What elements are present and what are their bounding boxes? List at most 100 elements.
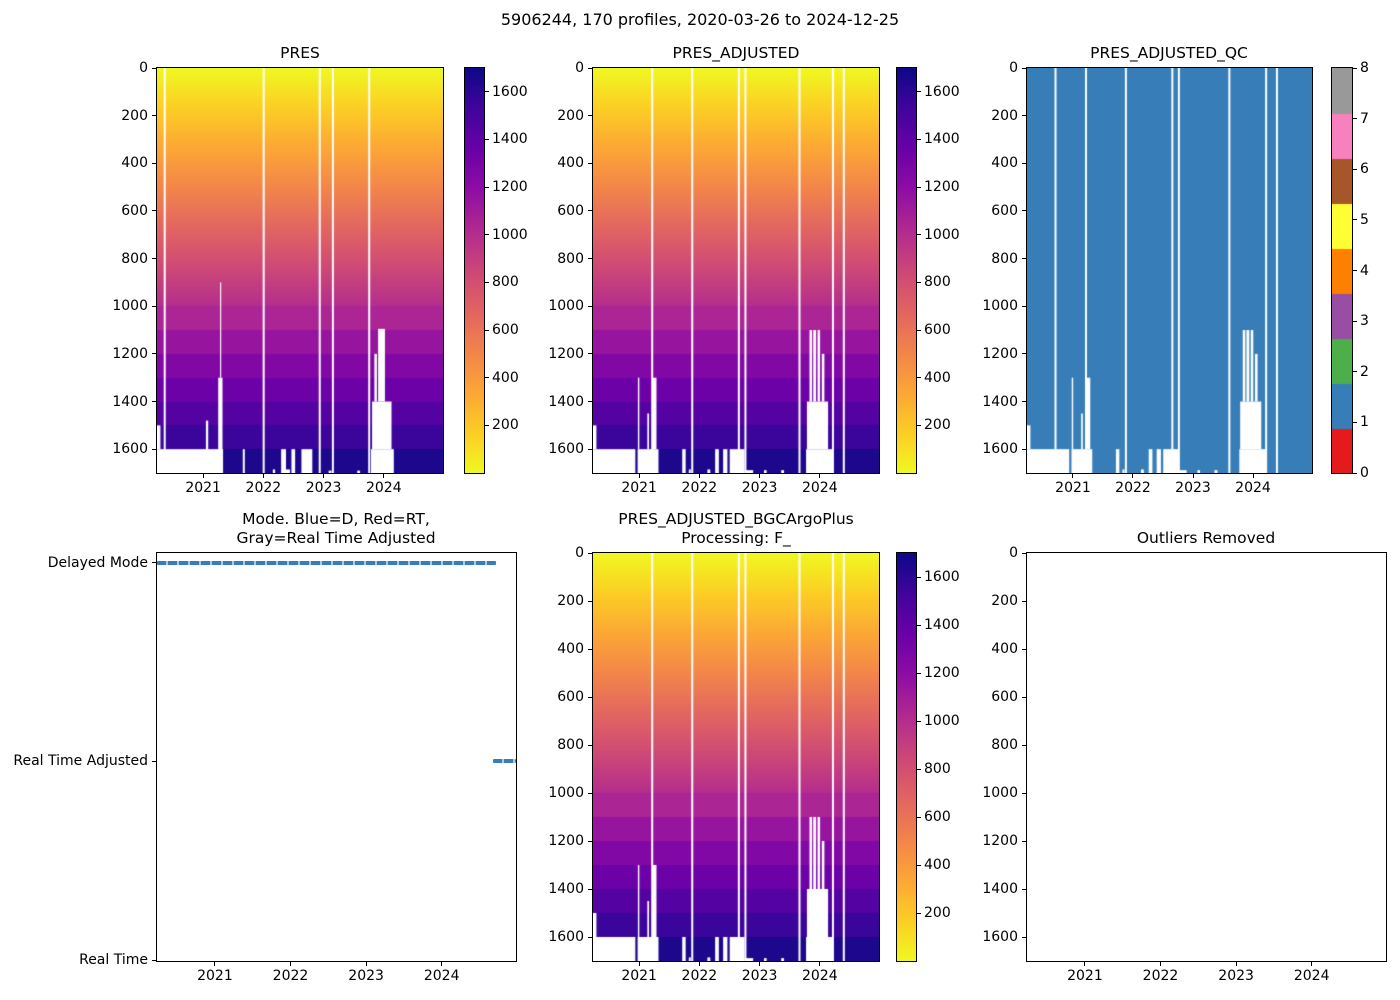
colorbar-qc [1331, 67, 1353, 474]
y-tick-label: 0 [575, 60, 584, 76]
y-tick-label: 1000 [548, 785, 584, 801]
y-tick-mark [152, 959, 156, 961]
y-tick-mark [588, 792, 592, 794]
x-tick-label: 2021 [1055, 480, 1091, 496]
x-tick-mark [1072, 474, 1074, 478]
figure-title: 5906244, 170 profiles, 2020-03-26 to 202… [500, 10, 900, 29]
colorbar-tick-mark [917, 138, 921, 140]
y-tick-mark [1022, 210, 1026, 212]
y-tick-mark [588, 648, 592, 650]
y-tick-mark [588, 888, 592, 890]
x-tick-mark [1311, 962, 1313, 966]
colorbar-tick-mark [485, 91, 489, 93]
colorbar-tick-mark [1353, 168, 1357, 170]
y-tick-mark [152, 760, 156, 762]
y-tick-label: 1600 [548, 441, 584, 458]
x-tick-label: 2024 [423, 968, 460, 984]
x-tick-label: 2022 [272, 968, 309, 984]
colorbar-tick-label: 1400 [924, 617, 960, 633]
y-tick-label: 1200 [548, 345, 584, 362]
colorbar-tick-label: 200 [924, 417, 951, 434]
colorbar-tick-mark [917, 864, 921, 866]
colorbar-tick-mark [1353, 67, 1357, 69]
colorbar-bgc-canvas [897, 553, 916, 961]
y-tick-mark [1022, 936, 1026, 938]
y-tick-mark [588, 448, 592, 450]
colorbar-tick-mark [917, 816, 921, 818]
y-tick-mark [152, 562, 156, 564]
y-tick-label: 1200 [982, 833, 1018, 849]
x-tick-label: 2023 [305, 480, 342, 496]
colorbar-tick-mark [917, 768, 921, 770]
heatmap-pres-adjusted-canvas [593, 68, 879, 473]
y-tick-label: 800 [991, 737, 1018, 753]
y-tick-label: 1400 [548, 393, 584, 410]
x-tick-label: 2022 [681, 480, 718, 496]
y-tick-mark [588, 353, 592, 355]
colorbar-tick-mark [1353, 270, 1357, 271]
x-tick-mark [323, 474, 325, 478]
y-tick-mark [152, 67, 156, 69]
y-tick-mark [588, 840, 592, 842]
colorbar-bgc [896, 552, 917, 962]
y-tick-label: 200 [121, 107, 148, 124]
panel-title-pres-adjusted: PRES_ADJUSTED [672, 44, 800, 62]
colorbar-tick-mark [917, 424, 921, 426]
y-tick-mark [1022, 305, 1026, 307]
y-tick-label: 1000 [982, 298, 1018, 315]
colorbar-qc-canvas [1332, 68, 1352, 473]
x-tick-mark [1132, 474, 1134, 478]
y-tick-mark [588, 552, 592, 554]
x-tick-label: 2023 [1218, 968, 1254, 984]
colorbar-tick-mark [1353, 472, 1357, 474]
colorbar-tick-mark [917, 91, 921, 93]
colorbar-tick-label: 1600 [924, 569, 960, 585]
colorbar-tick-mark [485, 281, 489, 283]
y-tick-label: 1200 [112, 345, 148, 362]
y-tick-mark [1022, 648, 1026, 650]
y-tick-label: 400 [557, 155, 584, 172]
y-tick-mark [152, 162, 156, 164]
y-tick-label: 1400 [112, 393, 148, 410]
y-tick-mark [152, 210, 156, 212]
x-tick-mark [365, 962, 367, 966]
colorbar-tick-label: 0 [1360, 465, 1369, 481]
y-tick-mark [588, 67, 592, 69]
x-tick-mark [819, 962, 821, 966]
x-tick-mark [759, 962, 761, 966]
colorbar-tick-label: 600 [492, 322, 519, 339]
y-tick-label: 1200 [548, 833, 584, 849]
x-tick-mark [290, 962, 291, 966]
x-tick-mark [1235, 962, 1237, 966]
y-tick-label: 200 [557, 593, 584, 609]
heatmap-pres-canvas [157, 68, 443, 473]
colorbar-tick-label: 200 [492, 417, 519, 434]
y-tick-mark [152, 258, 156, 260]
x-tick-mark [1192, 474, 1194, 478]
y-tick-label: Real Time [79, 952, 148, 968]
x-tick-label: 2022 [681, 968, 718, 984]
colorbar-tick-label: 800 [924, 761, 951, 777]
y-tick-label: 600 [557, 689, 584, 705]
y-tick-label: Real Time Adjusted [13, 753, 148, 770]
y-tick-label: 1400 [982, 393, 1018, 410]
x-tick-label: 2022 [245, 480, 282, 496]
y-tick-label: 1600 [982, 929, 1018, 945]
colorbar-tick-label: 200 [924, 905, 951, 921]
colorbar-tick-mark [1353, 320, 1357, 322]
colorbar-pres-canvas [465, 68, 484, 473]
colorbar-tick-label: 1000 [492, 226, 528, 243]
colorbar-tick-mark [917, 281, 921, 283]
colorbar-tick-mark [1353, 371, 1357, 373]
colorbar-tick-label: 2 [1360, 363, 1369, 380]
x-tick-label: 2024 [1235, 480, 1271, 496]
axes-pres-adjusted-qc [1026, 67, 1313, 474]
y-tick-mark [1022, 696, 1026, 698]
y-tick-mark [588, 210, 592, 212]
y-tick-label: 400 [121, 155, 148, 172]
x-tick-label: 2023 [1175, 480, 1211, 496]
axes-outliers [1026, 552, 1387, 962]
y-tick-label: 600 [121, 202, 148, 219]
colorbar-tick-mark [917, 234, 921, 236]
